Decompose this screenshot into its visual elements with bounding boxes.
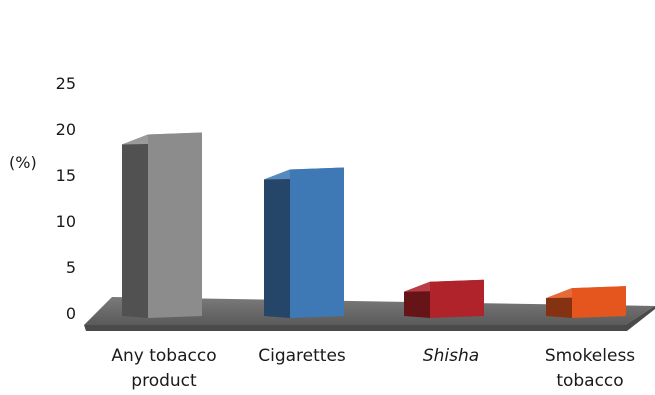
category-label-line: Any tobacco (111, 346, 216, 366)
bars (122, 132, 626, 318)
bar-side (264, 169, 290, 318)
chart-floor (84, 297, 655, 325)
category-label: Cigarettes (258, 346, 346, 366)
category-label-line: Smokeless (545, 346, 635, 366)
chart-floor-edge (84, 306, 655, 331)
bar (404, 279, 484, 318)
y-tick-label: 25 (56, 74, 76, 93)
bar-front (290, 167, 344, 318)
category-label-line: tobacco (556, 371, 623, 390)
bar (546, 286, 626, 318)
bar-front (430, 279, 484, 318)
y-tick-label: 20 (56, 120, 76, 139)
y-tick-label: 10 (56, 212, 76, 231)
category-label-line: Cigarettes (258, 346, 346, 366)
category-label-line: Shisha (423, 346, 479, 366)
category-label-line: product (131, 371, 197, 390)
x-axis: Any tobacco product Cigarettes Shisha Smokel… (111, 346, 635, 391)
bar (264, 167, 344, 318)
bar-front (148, 132, 202, 318)
category-label: Shisha (423, 346, 479, 366)
y-tick-label: 0 (66, 304, 76, 323)
bar (122, 132, 202, 318)
y-tick-label: 15 (56, 166, 76, 185)
y-tick-label: 5 (66, 258, 76, 277)
y-axis-label: (%) (9, 153, 37, 172)
category-label: Smokeless tobacco (545, 346, 635, 390)
y-axis: 0 5 10 15 20 25 (56, 74, 76, 323)
category-label: Any tobacco product (111, 346, 216, 390)
bar-side (122, 134, 148, 318)
bar-front (572, 286, 626, 318)
